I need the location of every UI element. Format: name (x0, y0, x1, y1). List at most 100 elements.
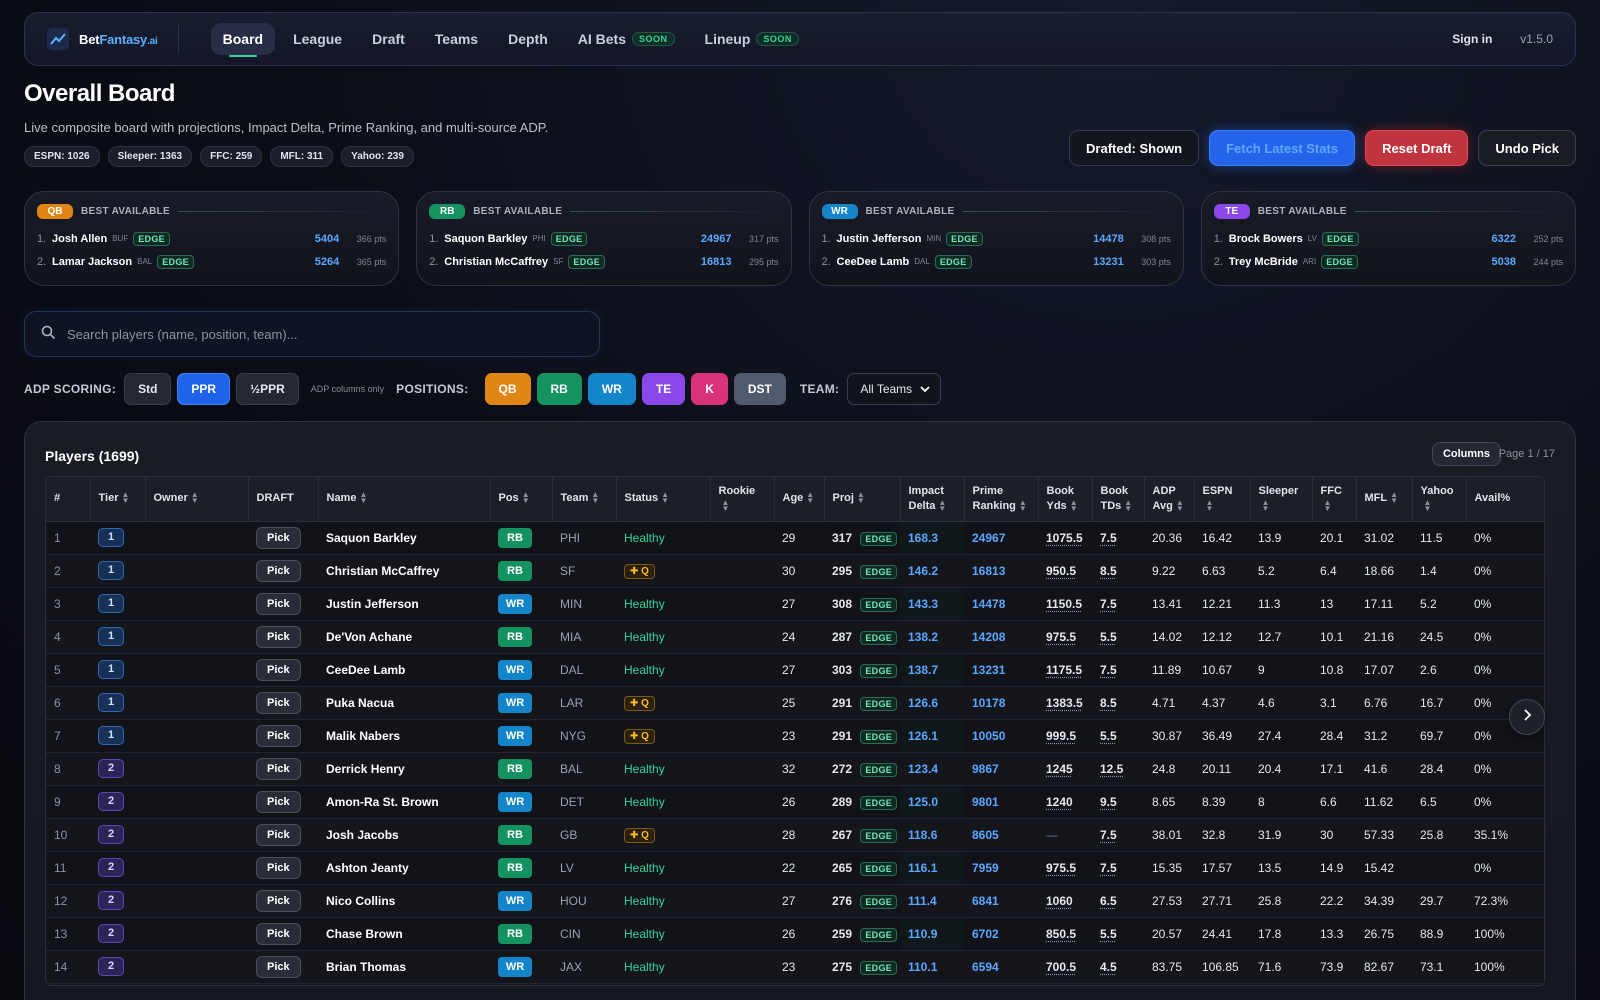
player-name[interactable]: Derrick Henry (318, 752, 490, 786)
owner-cell[interactable] (145, 521, 248, 555)
nav-depth[interactable]: Depth (508, 31, 548, 47)
owner-cell[interactable] (145, 653, 248, 687)
column-header-espn[interactable]: ESPN▲ ▼ (1194, 477, 1251, 522)
column-header-ffc[interactable]: FFC▲ ▼ (1312, 477, 1357, 522)
player-name[interactable]: Nico Collins (318, 884, 490, 918)
column-header-owner[interactable]: Owner ▲ ▼ (145, 477, 249, 522)
player-name[interactable]: Josh Jacobs (318, 818, 490, 852)
column-header-age[interactable]: Age ▲ ▼ (774, 477, 825, 522)
scoring-half-ppr-button[interactable]: ½PPR (236, 373, 299, 405)
table-row[interactable]: 10 2 Pick Josh Jacobs RB GB ✚ Q 28 267 EDGE 118.6… (46, 818, 1544, 852)
drafted-toggle-button[interactable]: Drafted: Shown (1069, 130, 1200, 166)
pick-button[interactable]: Pick (256, 823, 301, 846)
scoring-std-button[interactable]: Std (124, 373, 172, 405)
pick-button[interactable]: Pick (256, 856, 301, 879)
nav-ai-bets[interactable]: AI Bets SOON (566, 23, 687, 55)
table-row[interactable]: 5 1 Pick CeeDee Lamb WR DAL Healthy 27 303 EDGE 1… (46, 653, 1544, 687)
owner-cell[interactable] (145, 719, 248, 753)
owner-cell[interactable] (145, 686, 248, 720)
table-row[interactable]: 3 1 Pick Justin Jefferson WR MIN Healthy 27 308 … (46, 587, 1544, 621)
column-header-sleeper[interactable]: Sleeper▲ ▼ (1250, 477, 1313, 522)
column-header-tier[interactable]: Tier ▲ ▼ (90, 477, 146, 522)
best-available-player[interactable]: 2. Christian McCaffrey SF EDGE 16813 295 pts (429, 250, 779, 273)
pick-button[interactable]: Pick (256, 691, 301, 714)
position-filter-te[interactable]: TE (641, 373, 686, 405)
position-filter-rb[interactable]: RB (536, 373, 582, 405)
pick-button[interactable]: Pick (256, 592, 301, 615)
column-header-proj[interactable]: Proj ▲ ▼ (824, 477, 901, 522)
position-filter-qb[interactable]: QB (484, 373, 531, 405)
player-name[interactable]: Amon-Ra St. Brown (318, 785, 490, 819)
column-header-team[interactable]: Team ▲ ▼ (552, 477, 617, 522)
columns-button[interactable]: Columns (1431, 442, 1501, 466)
position-filter-dst[interactable]: DST (733, 373, 786, 405)
owner-cell[interactable] (145, 851, 248, 885)
players-table-container[interactable]: # Tier ▲ ▼ Owner ▲ ▼ DRAFT Name ▲ ▼ Pos ▲ ▼ Team ▲ ▼ Stat… (45, 476, 1545, 986)
pick-button[interactable]: Pick (256, 526, 301, 549)
table-row[interactable]: 14 2 Pick Brian Thomas WR JAX Healthy 23 275 EDG… (46, 950, 1544, 984)
player-name[interactable]: Ashton Jeanty (318, 851, 490, 885)
column-header-yahoo[interactable]: Yahoo▲ ▼ (1412, 477, 1467, 522)
column-header-status[interactable]: Status ▲ ▼ (616, 477, 711, 522)
player-name[interactable]: Puka Nacua (318, 686, 490, 720)
scoring-ppr-button[interactable]: PPR (177, 373, 231, 405)
pick-button[interactable]: Pick (256, 757, 301, 780)
nav-board[interactable]: Board (210, 23, 276, 57)
nav-league[interactable]: League (293, 31, 343, 47)
table-row[interactable]: 6 1 Pick Puka Nacua WR LAR ✚ Q 25 291 EDGE 126.6 1… (46, 686, 1544, 720)
table-row[interactable]: 8 2 Pick Derrick Henry RB BAL Healthy 32 272 EDG… (46, 752, 1544, 786)
column-header-impact-delta[interactable]: Impact Delta ▲ ▼ (900, 477, 965, 522)
nav-draft[interactable]: Draft (372, 31, 405, 47)
pick-button[interactable]: Pick (256, 658, 301, 681)
reset-draft-button[interactable]: Reset Draft (1365, 130, 1469, 166)
column-header-adp-avg[interactable]: ADP Avg ▲ ▼ (1144, 477, 1195, 522)
table-row[interactable]: 1 1 Pick Saquon Barkley RB PHI Healthy 29 317 ED… (46, 521, 1544, 555)
best-available-player[interactable]: 2. CeeDee Lamb DAL EDGE 13231 303 pts (822, 250, 1171, 273)
nav-lineup[interactable]: Lineup SOON (693, 23, 811, 55)
fetch-latest-stats-button[interactable]: Fetch Latest Stats (1209, 130, 1356, 166)
table-row[interactable]: 12 2 Pick Nico Collins WR HOU Healthy 27 276 EDG… (46, 884, 1544, 918)
column-header-book-yds[interactable]: Book Yds ▲ ▼ (1038, 477, 1093, 522)
owner-cell[interactable] (145, 620, 248, 654)
player-name[interactable]: CeeDee Lamb (318, 653, 490, 687)
sign-in-link[interactable]: Sign in (1452, 32, 1493, 46)
column-header-name[interactable]: Name ▲ ▼ (318, 477, 491, 522)
undo-pick-button[interactable]: Undo Pick (1478, 130, 1576, 166)
best-available-player[interactable]: 1. Justin Jefferson MIN EDGE 14478 308 pts (822, 227, 1171, 250)
search-box[interactable] (24, 311, 600, 357)
player-name[interactable]: Chase Brown (318, 917, 490, 951)
best-available-player[interactable]: 1. Josh Allen BUF EDGE 5404 366 pts (37, 227, 386, 250)
player-name[interactable]: Christian McCaffrey (318, 554, 490, 588)
owner-cell[interactable] (145, 818, 248, 852)
pick-button[interactable]: Pick (256, 790, 301, 813)
owner-cell[interactable] (145, 587, 248, 621)
position-filter-wr[interactable]: WR (587, 373, 636, 405)
owner-cell[interactable] (145, 917, 248, 951)
owner-cell[interactable] (145, 752, 248, 786)
best-available-player[interactable]: 2. Lamar Jackson BAL EDGE 5264 365 pts (37, 250, 386, 273)
column-header-book-tds[interactable]: Book TDs ▲ ▼ (1092, 477, 1145, 522)
table-row[interactable]: 9 2 Pick Amon-Ra St. Brown WR DET Healthy 26 289… (46, 785, 1544, 819)
pick-button[interactable]: Pick (256, 559, 301, 582)
player-name[interactable]: Justin Jefferson (318, 587, 490, 621)
pick-button[interactable]: Pick (256, 889, 301, 912)
best-available-player[interactable]: 2. Trey McBride ARI EDGE 5038 244 pts (1214, 250, 1563, 273)
pick-button[interactable]: Pick (256, 922, 301, 945)
player-name[interactable]: Malik Nabers (318, 719, 490, 753)
column-header-pos[interactable]: Pos ▲ ▼ (490, 477, 553, 522)
owner-cell[interactable] (145, 785, 248, 819)
table-row[interactable]: 2 1 Pick Christian McCaffrey RB SF ✚ Q 30 295 ED… (46, 554, 1544, 588)
position-filter-k[interactable]: K (691, 373, 728, 405)
scroll-right-button[interactable] (1509, 699, 1545, 735)
table-row[interactable]: 7 1 Pick Malik Nabers WR NYG ✚ Q 23 291 EDGE 126.… (46, 719, 1544, 753)
owner-cell[interactable] (145, 884, 248, 918)
brand[interactable]: BetFantasy.ai (47, 24, 179, 54)
owner-cell[interactable] (145, 554, 248, 588)
best-available-player[interactable]: 1. Saquon Barkley PHI EDGE 24967 317 pts (429, 227, 779, 250)
pick-button[interactable]: Pick (256, 724, 301, 747)
search-input[interactable] (67, 326, 599, 342)
table-row[interactable]: 4 1 Pick De'Von Achane RB MIA Healthy 24 287 EDG… (46, 620, 1544, 654)
team-select[interactable]: All Teams (847, 373, 942, 405)
owner-cell[interactable] (145, 950, 248, 984)
best-available-player[interactable]: 1. Brock Bowers LV EDGE 6322 252 pts (1214, 227, 1563, 250)
